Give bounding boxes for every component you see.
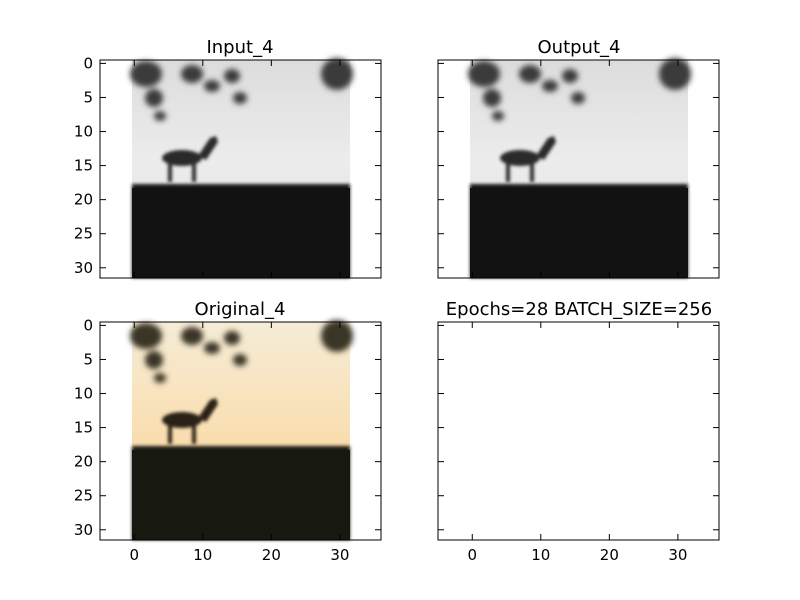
panel-original-frame [99, 321, 382, 541]
y-tick-label: 20 [74, 191, 93, 209]
y-tick-label: 0 [83, 54, 93, 72]
x-tick-label: 10 [193, 546, 212, 564]
y-tick-label: 30 [74, 259, 93, 277]
panel-original-ticks: 0 10 20 30 0 5 10 15 20 25 30 [74, 316, 381, 564]
panel-output-frame [437, 59, 720, 279]
x-tick-label: 0 [467, 546, 477, 564]
y-tick-label: 25 [74, 225, 93, 243]
y-tick-label: 5 [83, 88, 93, 106]
panel-input-frame [99, 59, 382, 279]
panel-empty-ticks: 0 10 20 30 [438, 322, 719, 564]
panel-output-ticks [438, 60, 719, 278]
x-tick-label: 20 [600, 546, 619, 564]
x-tick-label: 20 [262, 546, 281, 564]
panel-output: Output_4 [437, 37, 720, 279]
x-tick-label: 30 [330, 546, 349, 564]
y-tick-label: 10 [74, 385, 93, 403]
panel-input: Input_4 0 5 10 15 20 25 30 [74, 37, 382, 279]
y-tick-label: 25 [74, 487, 93, 505]
panel-empty-frame [437, 321, 720, 541]
panel-original: Original_4 0 10 20 30 0 5 10 15 20 25 30 [74, 299, 382, 564]
panel-input-image [130, 58, 353, 278]
panel-output-title: Output_4 [538, 37, 621, 58]
x-tick-label: 10 [531, 546, 550, 564]
panel-original-title: Original_4 [195, 299, 286, 320]
x-tick-label: 0 [129, 546, 139, 564]
panel-original-image [130, 320, 353, 540]
y-tick-label: 15 [74, 157, 93, 175]
panel-input-title: Input_4 [206, 37, 273, 58]
panel-input-yticks: 0 5 10 15 20 25 30 [74, 54, 381, 278]
y-tick-label: 10 [74, 123, 93, 141]
y-tick-label: 15 [74, 419, 93, 437]
x-tick-label: 30 [668, 546, 687, 564]
panel-empty-title: Epochs=28 BATCH_SIZE=256 [446, 299, 712, 320]
y-tick-label: 5 [83, 350, 93, 368]
panel-output-image [468, 58, 691, 278]
y-tick-label: 0 [83, 316, 93, 334]
y-tick-label: 20 [74, 453, 93, 471]
y-tick-label: 30 [74, 521, 93, 539]
panel-empty: Epochs=28 BATCH_SIZE=256 0 10 20 30 [437, 299, 720, 564]
